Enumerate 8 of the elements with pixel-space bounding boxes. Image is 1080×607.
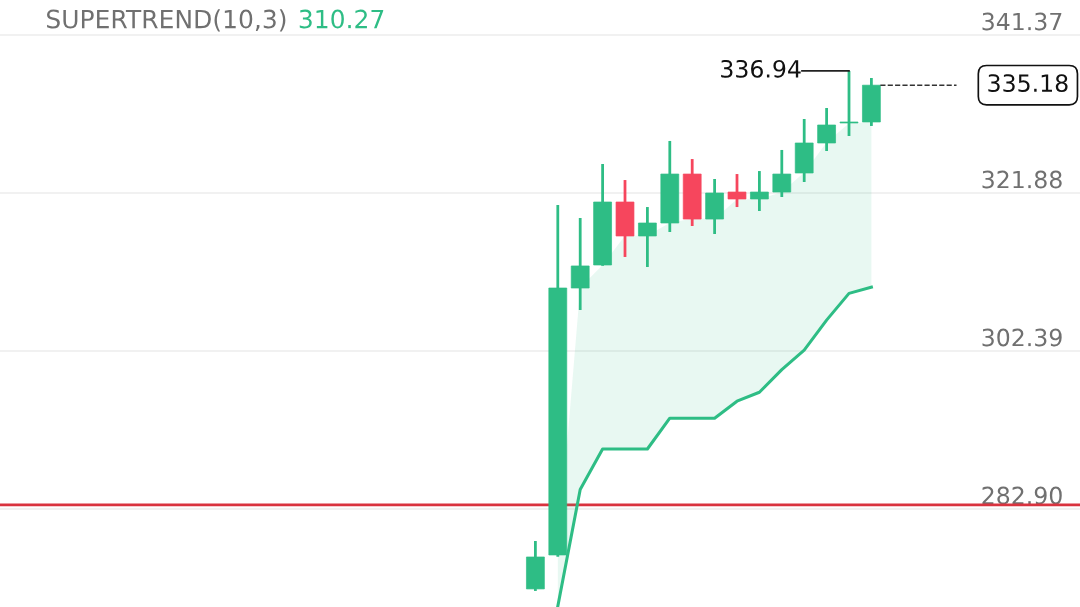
- y-tick-label: 302.39: [982, 328, 1062, 347]
- y-tick-label: 321.88: [982, 170, 1062, 189]
- annotation: 336.94: [721, 59, 801, 78]
- ref-line-label: 335.18: [988, 74, 1068, 93]
- chart-title: SUPERTREND(10,3): [47, 9, 286, 32]
- y-tick-label: 282.90: [982, 486, 1062, 505]
- y-tick-label: 341.37: [982, 12, 1062, 31]
- chart-subtitle: 310.27: [299, 9, 384, 29]
